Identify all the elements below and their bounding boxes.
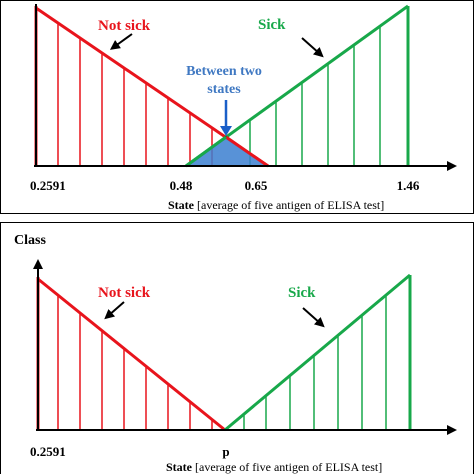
top-between-arrowhead [220,126,232,136]
bottom-not-sick-pointer-arrow [104,301,125,320]
bottom-panel: Class Not sick Sick 0.2591 p State [aver… [0,222,474,474]
top-x-axis-label-bold: State [168,198,195,212]
top-sick-pointer-arrow [301,37,324,58]
top-tick-1.46: 1.46 [397,178,420,193]
overlap-region [183,136,271,167]
bottom-sick-pointer-arrow [302,307,325,328]
bottom-sick-region [224,273,412,432]
bottom-not-sick-hatch [57,295,213,430]
bottom-x-axis-label-bold: State [166,460,193,474]
top-tick-0.48: 0.48 [170,178,193,193]
top-label-between-line2: states [207,82,241,97]
bottom-tick-p: p [222,444,229,459]
overlap-green-edge [185,135,227,168]
bottom-panel-frame [0,222,474,474]
top-x-axis-label-rest: [average of five antigen of ELISA test] [197,198,384,212]
bottom-sick-hatch [243,295,387,430]
top-tick-0.65: 0.65 [245,178,268,193]
top-label-between-line1: Between two [186,64,262,79]
top-label-sick: Sick [258,17,286,33]
bottom-x-axis-label-rest: [average of five antigen of ELISA test] [195,460,382,474]
top-not-sick-hatch [57,22,213,166]
bottom-not-sick-edge-slope [37,277,226,432]
top-not-sick-pointer-arrow [109,33,133,50]
bottom-label-not-sick: Not sick [98,285,151,301]
top-sick-hatch [249,26,381,166]
top-panel: Not sick Sick Between two states 0.2591 … [0,0,474,214]
top-tick-0.2591: 0.2591 [30,178,66,193]
overlap-red-edge [225,135,269,168]
bottom-sick-edge-slope [224,273,411,432]
top-label-not-sick: Not sick [98,18,151,34]
bottom-tick-0.2591: 0.2591 [30,444,66,459]
top-x-axis-label: State [average of five antigen of ELISA … [168,198,384,212]
bottom-label-sick: Sick [288,285,316,301]
bottom-x-axis-label: State [average of five antigen of ELISA … [166,460,382,474]
bottom-y-axis-label: Class [14,233,46,248]
